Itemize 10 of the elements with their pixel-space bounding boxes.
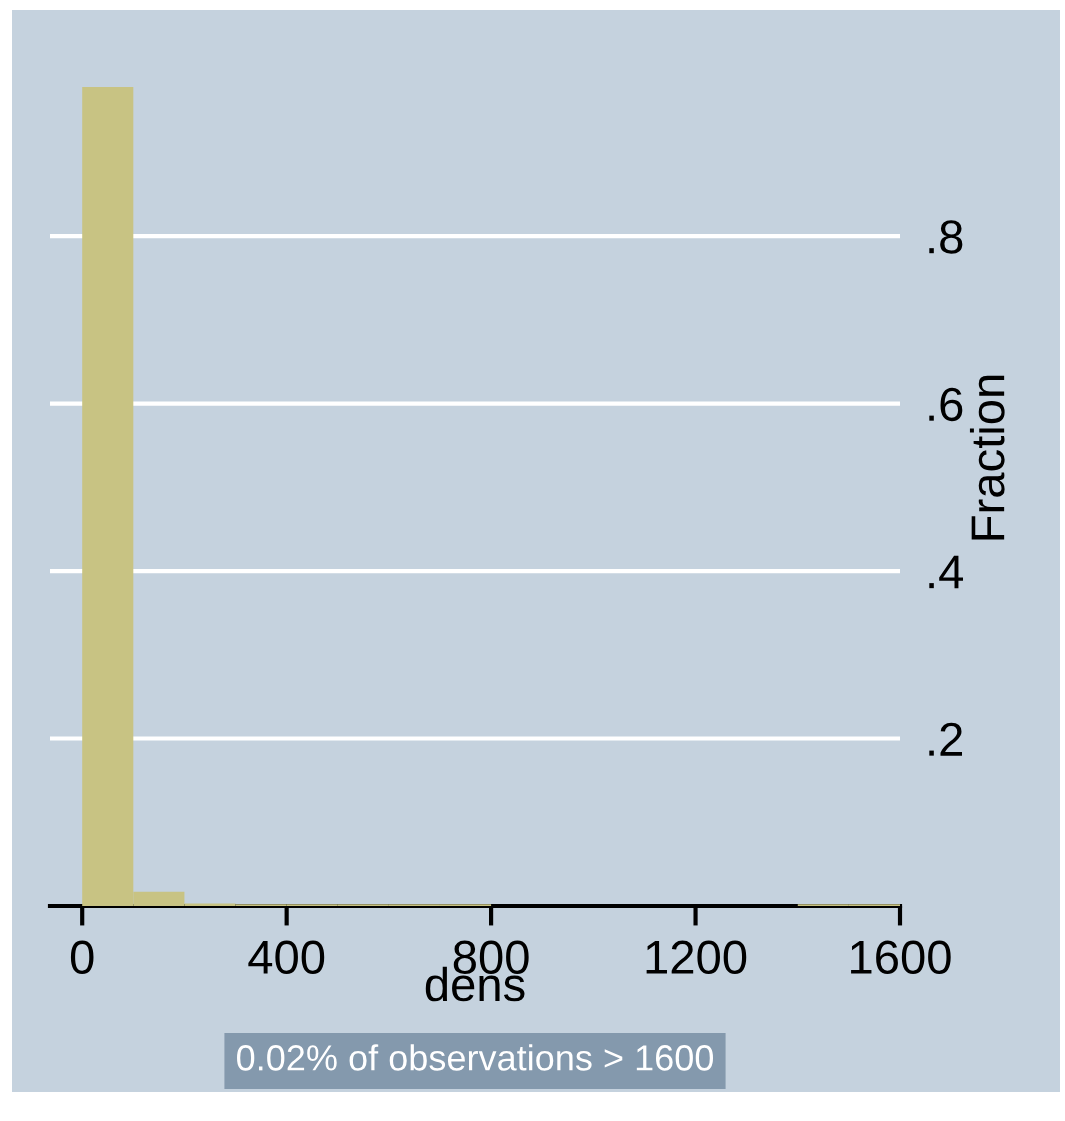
y-tick-label: .4 (929, 555, 963, 589)
y-tick-label: .2 (929, 722, 963, 756)
x-tick-label: 0 (70, 940, 94, 975)
x-tick-label: 1200 (646, 940, 747, 975)
y-tick-label: .6 (929, 387, 963, 422)
y-axis-title: Fraction (969, 375, 1005, 540)
x-tick-label: 1600 (851, 940, 951, 975)
text: 0.02% of observations > 1600 (237, 1044, 714, 1071)
y-tick-label: .8 (929, 220, 963, 254)
x-tick-label: 400 (248, 940, 325, 975)
